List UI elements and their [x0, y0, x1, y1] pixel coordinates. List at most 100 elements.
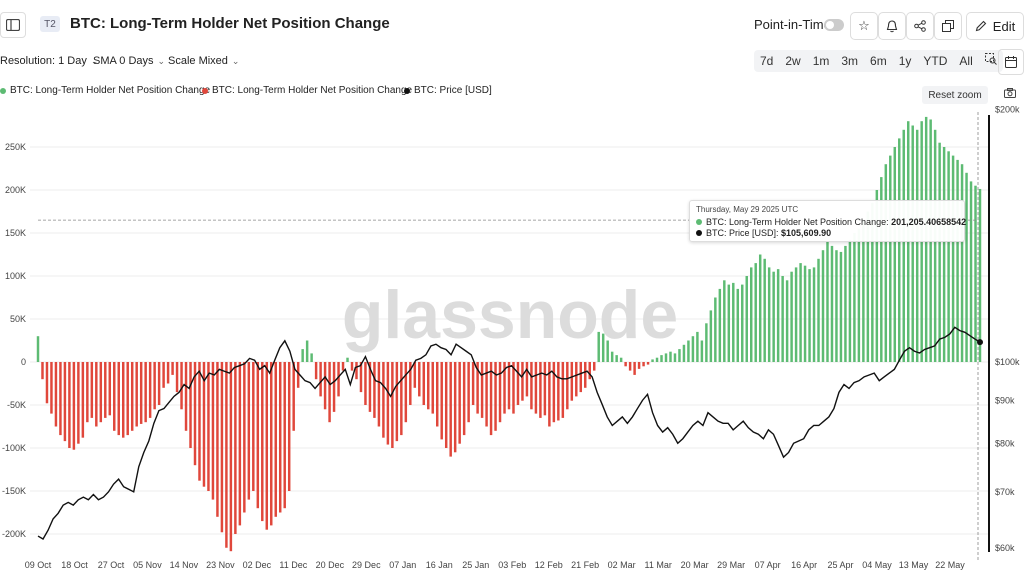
tooltip-label: BTC: Long-Term Holder Net Position Chang… [706, 217, 889, 227]
bar [440, 362, 443, 440]
y-tick-label: -50K [7, 400, 26, 410]
range-button[interactable]: YTD [923, 54, 948, 68]
bar [628, 362, 632, 371]
bar [41, 362, 44, 380]
x-tick-label: 14 Nov [170, 560, 199, 570]
bar [723, 280, 726, 362]
x-tick-label: 07 Apr [755, 560, 781, 570]
copy-button[interactable] [934, 12, 962, 40]
bar [709, 310, 713, 362]
edit-button[interactable]: Edit [966, 12, 1024, 40]
bar [81, 362, 85, 438]
bar [341, 362, 345, 371]
legend-item[interactable]: BTC: Price [USD] [404, 85, 492, 96]
legend-label: BTC: Long-Term Holder Net Position Chang… [10, 85, 211, 96]
bar [530, 362, 533, 410]
bar [113, 362, 116, 431]
bar [68, 362, 71, 448]
sma-select[interactable]: SMA 0 Days ⌄ [93, 55, 165, 67]
bar [498, 362, 502, 423]
bar [758, 254, 762, 362]
bar [839, 251, 843, 362]
bar [489, 362, 493, 436]
bar [409, 362, 412, 405]
bar [696, 331, 699, 362]
bar [776, 269, 780, 362]
x-tick-label: 13 May [899, 560, 929, 570]
point-in-time-toggle[interactable] [824, 19, 844, 31]
legend-item[interactable]: BTC: Long-Term Holder Net Position Chang… [202, 85, 412, 96]
bar [108, 362, 112, 416]
bar [382, 362, 385, 438]
bar [54, 362, 58, 427]
reset-zoom-button[interactable]: Reset zoom [922, 86, 988, 104]
range-button[interactable]: 1m [812, 54, 830, 68]
bar [938, 142, 941, 362]
bar [610, 351, 614, 362]
legend-item[interactable]: BTC: Long-Term Holder Net Position Chang… [0, 85, 210, 96]
bar [539, 362, 542, 418]
scale-value: Scale Mixed [168, 55, 228, 67]
range-button[interactable]: 3m [841, 54, 859, 68]
bar [449, 362, 452, 457]
bar [947, 151, 950, 362]
bar [153, 362, 156, 410]
range-button[interactable]: 7d [760, 54, 774, 68]
bar [400, 362, 403, 436]
bar [36, 336, 40, 362]
bar [157, 362, 161, 405]
resolution-value: Resolution: 1 Day [0, 55, 87, 67]
chart-tooltip: Thursday, May 29 2025 UTC BTC: Long-Term… [689, 200, 966, 242]
bar [548, 362, 551, 427]
tier-badge: T2 [40, 16, 60, 32]
tooltip-row-price: BTC: Price [USD]: $105,609.90 [696, 228, 831, 238]
resolution-select[interactable]: Resolution: 1 Day ⌄ [0, 55, 98, 67]
bar [799, 263, 802, 362]
calendar-button[interactable] [998, 49, 1024, 75]
edit-label: Edit [992, 18, 1016, 34]
share-button[interactable] [906, 12, 934, 40]
zoom-select-button[interactable] [979, 50, 1003, 72]
bar [651, 359, 654, 362]
bar [90, 362, 94, 418]
price-marker [977, 339, 983, 346]
x-tick-label: 04 May [862, 560, 892, 570]
bar [144, 362, 147, 423]
bar [714, 297, 717, 362]
alert-button[interactable] [878, 12, 906, 40]
bar [615, 355, 618, 362]
bar [741, 284, 744, 362]
chart-header: T2 BTC: Long-Term Holder Net Position Ch… [0, 0, 1024, 48]
y-tick-label: 150K [5, 228, 26, 238]
bar [427, 362, 430, 410]
x-tick-label: 16 Apr [791, 560, 817, 570]
y-tick-label: 100K [5, 271, 26, 281]
bar [579, 362, 583, 393]
range-button[interactable]: 6m [870, 54, 887, 68]
x-tick-label: 25 Jan [462, 560, 489, 570]
camera-icon[interactable] [1004, 88, 1016, 101]
range-button[interactable]: All [959, 54, 973, 68]
y-right-tick-label: $100k [995, 357, 1020, 367]
bar [646, 362, 650, 365]
bar [292, 362, 295, 431]
scale-select[interactable]: Scale Mixed ⌄ [168, 55, 239, 67]
tooltip-row-lthnpc: BTC: Long-Term Holder Net Position Chang… [696, 217, 966, 227]
y-right-tick-label: $70k [995, 487, 1015, 497]
bar [853, 233, 856, 362]
bar [193, 362, 197, 466]
bar [310, 353, 313, 362]
favorite-button[interactable]: ☆ [850, 12, 878, 40]
bar [521, 362, 524, 401]
sidebar-toggle-button[interactable] [0, 12, 26, 38]
bar [148, 362, 152, 418]
time-range-selector: 7d 2w 1m 3m 6m 1y YTD All [754, 50, 1003, 72]
bar [462, 362, 466, 436]
bar [781, 276, 784, 362]
bar [139, 362, 143, 424]
bar [476, 362, 479, 414]
range-button[interactable]: 1y [898, 54, 912, 68]
y-tick-label: -100K [2, 443, 26, 453]
range-button[interactable]: 2w [785, 54, 801, 68]
x-tick-label: 07 Jan [389, 560, 416, 570]
